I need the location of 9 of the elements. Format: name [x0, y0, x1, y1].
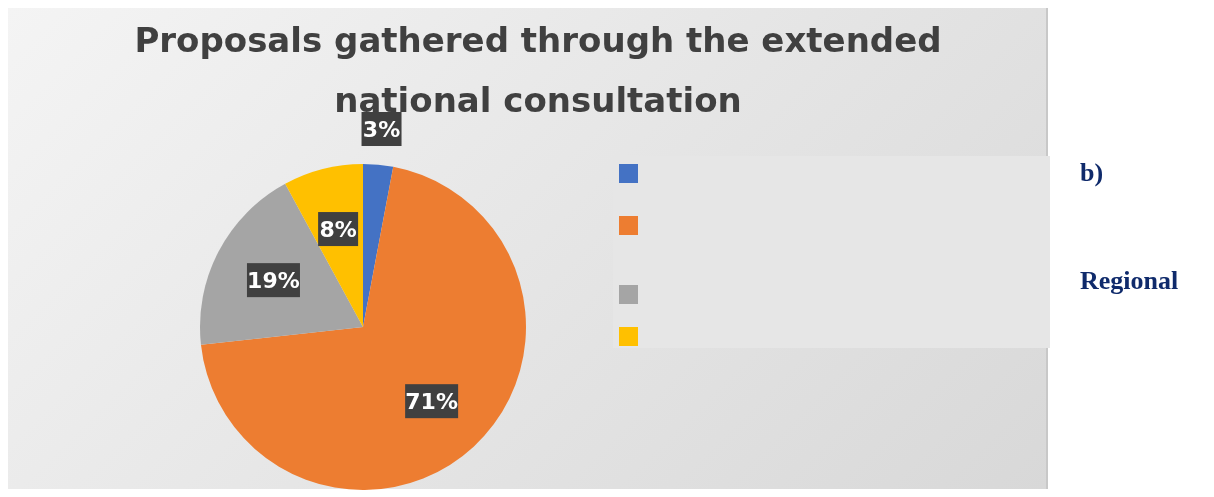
pie-slice: [363, 164, 394, 327]
data-label: 3%: [362, 116, 401, 142]
text: b): [1080, 158, 1104, 188]
data-label: 8%: [319, 216, 357, 242]
pie-slice: [200, 166, 526, 490]
pie-slice: [200, 183, 363, 345]
text: Regional: [1080, 266, 1179, 296]
data-label: 19%: [247, 267, 300, 293]
data-label: 71%: [405, 388, 458, 414]
